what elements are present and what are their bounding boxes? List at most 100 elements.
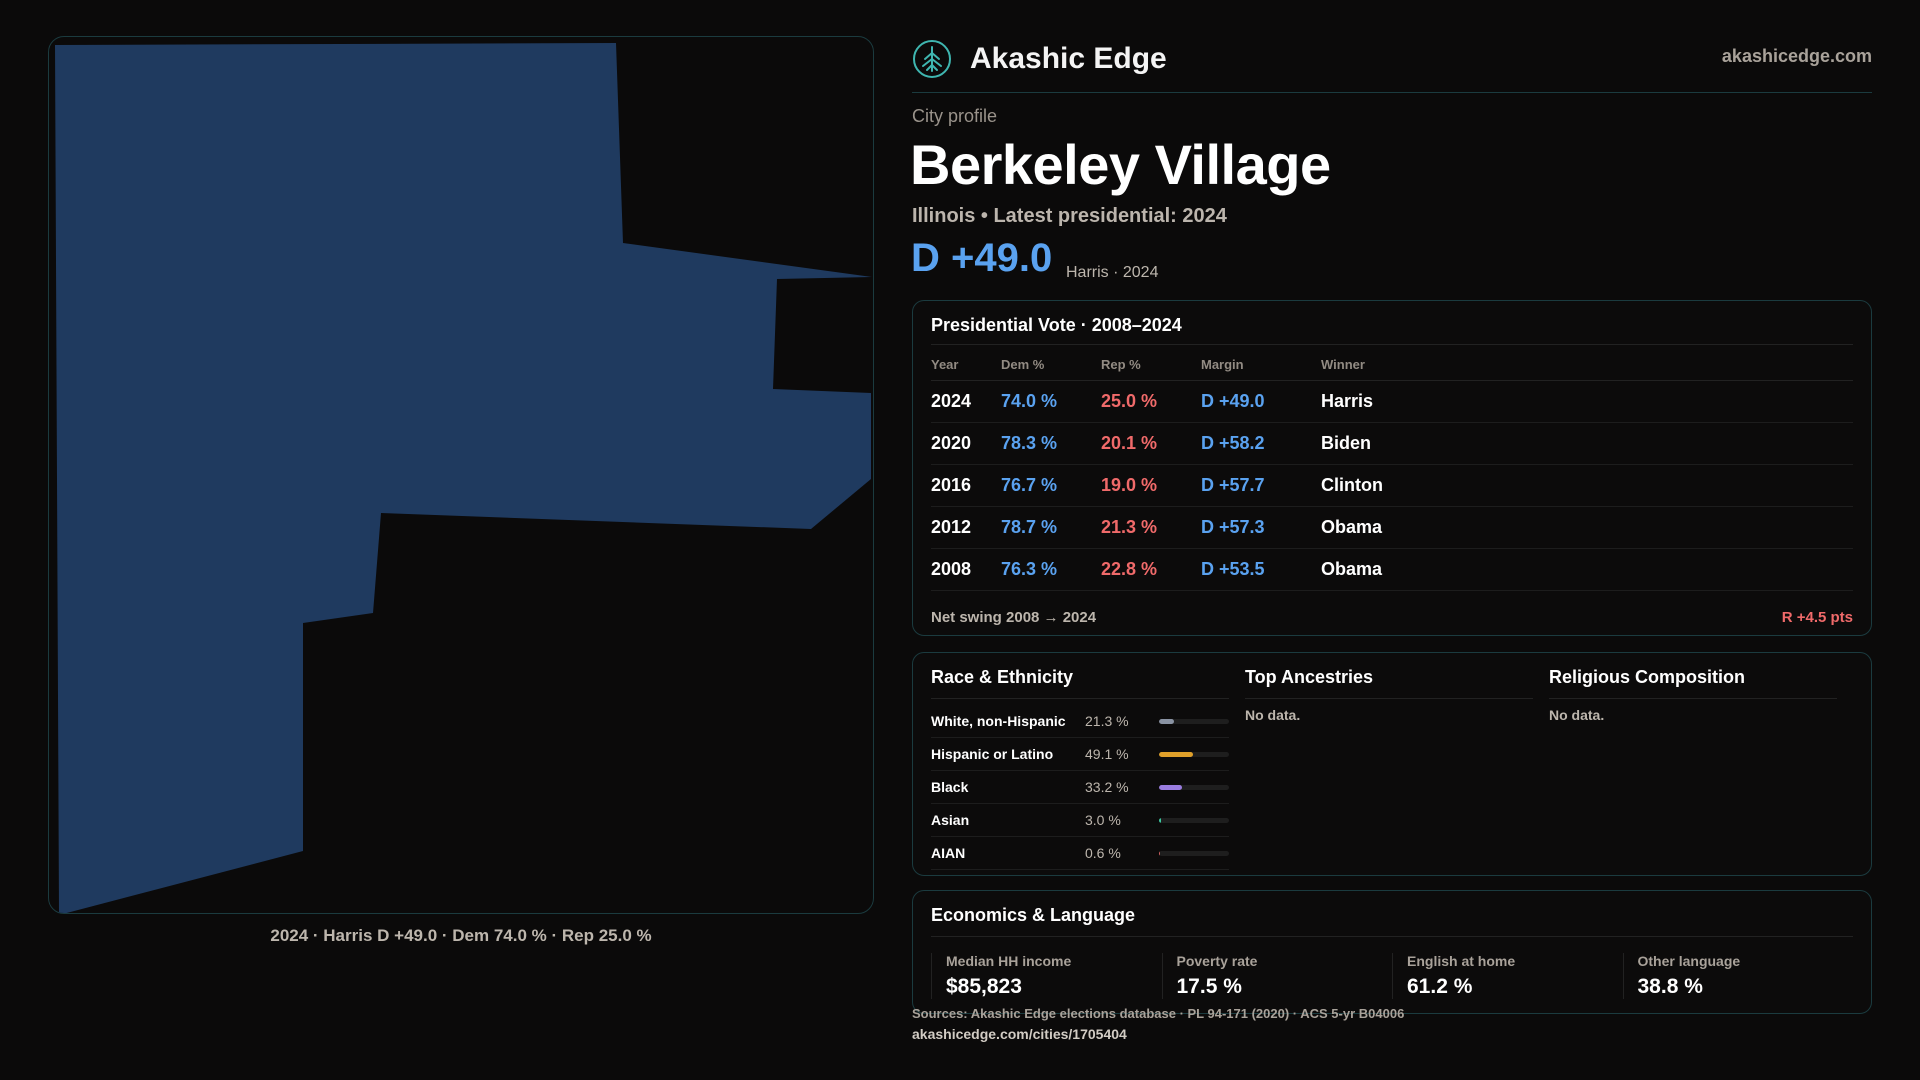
vote-table: Year Dem % Rep % Margin Winner 2024 74.0… [931, 349, 1853, 591]
margin-cell: D +49.0 [1201, 380, 1321, 423]
race-ethnicity-section: Race & Ethnicity White, non-Hispanic 21.… [931, 667, 1245, 875]
economics-title: Economics & Language [931, 905, 1853, 937]
list-item: Black 33.2 % [931, 771, 1229, 804]
margin-cell: D +53.5 [1201, 548, 1321, 591]
race-bar [1159, 751, 1229, 757]
race-label: AIAN [931, 845, 966, 861]
winner-cell: Harris [1321, 380, 1853, 423]
city-boundary-shape [55, 43, 872, 913]
econ-value: 38.8 % [1637, 975, 1703, 998]
dem-cell: 76.3 % [1001, 548, 1101, 591]
table-row: 2012 78.7 % 21.3 % D +57.3 Obama [931, 506, 1853, 549]
year-cell: 2012 [931, 506, 1001, 549]
econ-value: 61.2 % [1407, 975, 1473, 998]
year-cell: 2008 [931, 548, 1001, 591]
econ-label: English at home [1407, 953, 1516, 969]
margin-cell: D +57.7 [1201, 464, 1321, 507]
tree-emblem-icon [913, 40, 951, 78]
vote-table-header: Year Dem % Rep % Margin Winner [931, 349, 1853, 381]
ancestries-title: Top Ancestries [1245, 667, 1533, 699]
race-bar [1159, 817, 1229, 823]
header-year: Year [931, 349, 1001, 381]
brand-name: Akashic Edge [970, 42, 1167, 75]
race-label: White, non-Hispanic [931, 713, 1066, 729]
header-winner: Winner [1321, 349, 1853, 381]
table-row: 2008 76.3 % 22.8 % D +53.5 Obama [931, 548, 1853, 591]
race-label: Black [931, 779, 969, 795]
dem-cell: 78.7 % [1001, 506, 1101, 549]
economics-grid: Median HH income $85,823 Poverty rate 17… [931, 953, 1853, 999]
economics-panel: Economics & Language Median HH income $8… [912, 890, 1872, 1014]
table-row: 2020 78.3 % 20.1 % D +58.2 Biden [931, 422, 1853, 465]
ancestries-empty: No data. [1245, 707, 1301, 723]
race-bar-fill [1159, 850, 1160, 856]
dem-cell: 76.7 % [1001, 464, 1101, 507]
list-item: Asian 3.0 % [931, 804, 1229, 837]
header-dem: Dem % [1001, 349, 1101, 381]
rep-cell: 21.3 % [1101, 506, 1201, 549]
race-label: Asian [931, 812, 970, 828]
page-eyebrow: City profile [912, 106, 998, 126]
winner-cell: Obama [1321, 506, 1853, 549]
rep-cell: 20.1 % [1101, 422, 1201, 465]
race-bar-fill [1159, 751, 1194, 757]
net-swing-value: R +4.5 pts [1781, 609, 1853, 626]
race-bar-fill [1159, 817, 1162, 823]
rep-cell: 19.0 % [1101, 464, 1201, 507]
religion-section: Religious Composition No data. [1549, 667, 1853, 875]
race-bar-fill [1159, 718, 1174, 724]
list-item: White, non-Hispanic 21.3 % [931, 705, 1229, 738]
religion-title: Religious Composition [1549, 667, 1837, 699]
presidential-vote-panel: Presidential Vote · 2008–2024 Year Dem %… [912, 300, 1872, 636]
race-bar-fill [1159, 784, 1183, 790]
header-divider [912, 92, 1872, 93]
net-swing-label: Net swing 2008 → 2024 [931, 609, 1097, 626]
race-percent: 21.3 % [1085, 713, 1129, 729]
margin-cell: D +58.2 [1201, 422, 1321, 465]
headline-margin: D +49.0 [911, 236, 1053, 280]
map-caption: 2024 · Harris D +49.0 · Dem 74.0 % · Rep… [270, 926, 652, 945]
header-rep: Rep % [1101, 349, 1201, 381]
rep-cell: 25.0 % [1101, 380, 1201, 423]
city-boundary-map [55, 43, 872, 913]
econ-stat: English at home 61.2 % [1392, 953, 1623, 999]
econ-stat: Poverty rate 17.5 % [1161, 953, 1393, 999]
net-swing-row: Net swing 2008 → 2024 R +4.5 pts [931, 609, 1853, 626]
headline-margin-note: Harris · 2024 [1066, 264, 1159, 281]
vote-panel-title: Presidential Vote · 2008–2024 [931, 315, 1853, 345]
race-percent: 3.0 % [1085, 812, 1121, 828]
race-bar [1159, 850, 1229, 856]
site-url-link[interactable]: akashicedge.com [1721, 46, 1872, 66]
race-list: White, non-Hispanic 21.3 % Hispanic or L… [931, 705, 1229, 870]
year-cell: 2020 [931, 422, 1001, 465]
race-percent: 49.1 % [1085, 746, 1129, 762]
table-row: 2016 76.7 % 19.0 % D +57.7 Clinton [931, 464, 1853, 507]
header-margin: Margin [1201, 349, 1321, 381]
dem-cell: 74.0 % [1001, 380, 1101, 423]
page-title: Berkeley Village [910, 133, 1331, 196]
race-percent: 0.6 % [1085, 845, 1121, 861]
brand[interactable]: Akashic Edge [912, 36, 1167, 82]
econ-label: Poverty rate [1176, 953, 1258, 969]
table-row: 2024 74.0 % 25.0 % D +49.0 Harris [931, 380, 1853, 423]
econ-value: 17.5 % [1176, 975, 1242, 998]
margin-cell: D +57.3 [1201, 506, 1321, 549]
dem-cell: 78.3 % [1001, 422, 1101, 465]
sources-note: Sources: Akashic Edge elections database… [912, 1006, 1405, 1021]
religion-empty: No data. [1549, 707, 1605, 723]
demographics-panel: Race & Ethnicity White, non-Hispanic 21.… [912, 652, 1872, 876]
year-cell: 2016 [931, 464, 1001, 507]
race-label: Hispanic or Latino [931, 746, 1054, 762]
econ-value: $85,823 [946, 975, 1022, 998]
race-bar [1159, 784, 1229, 790]
year-cell: 2024 [931, 380, 1001, 423]
econ-label: Median HH income [946, 953, 1072, 969]
econ-label: Other language [1637, 953, 1741, 969]
page-subtitle: Illinois • Latest presidential: 2024 [912, 205, 1227, 227]
ancestries-section: Top Ancestries No data. [1245, 667, 1549, 875]
source-url-link[interactable]: akashicedge.com/cities/1705404 [912, 1026, 1127, 1042]
city-map[interactable] [48, 36, 874, 914]
list-item: AIAN 0.6 % [931, 837, 1229, 870]
econ-stat: Median HH income $85,823 [931, 953, 1162, 999]
race-title: Race & Ethnicity [931, 667, 1229, 699]
